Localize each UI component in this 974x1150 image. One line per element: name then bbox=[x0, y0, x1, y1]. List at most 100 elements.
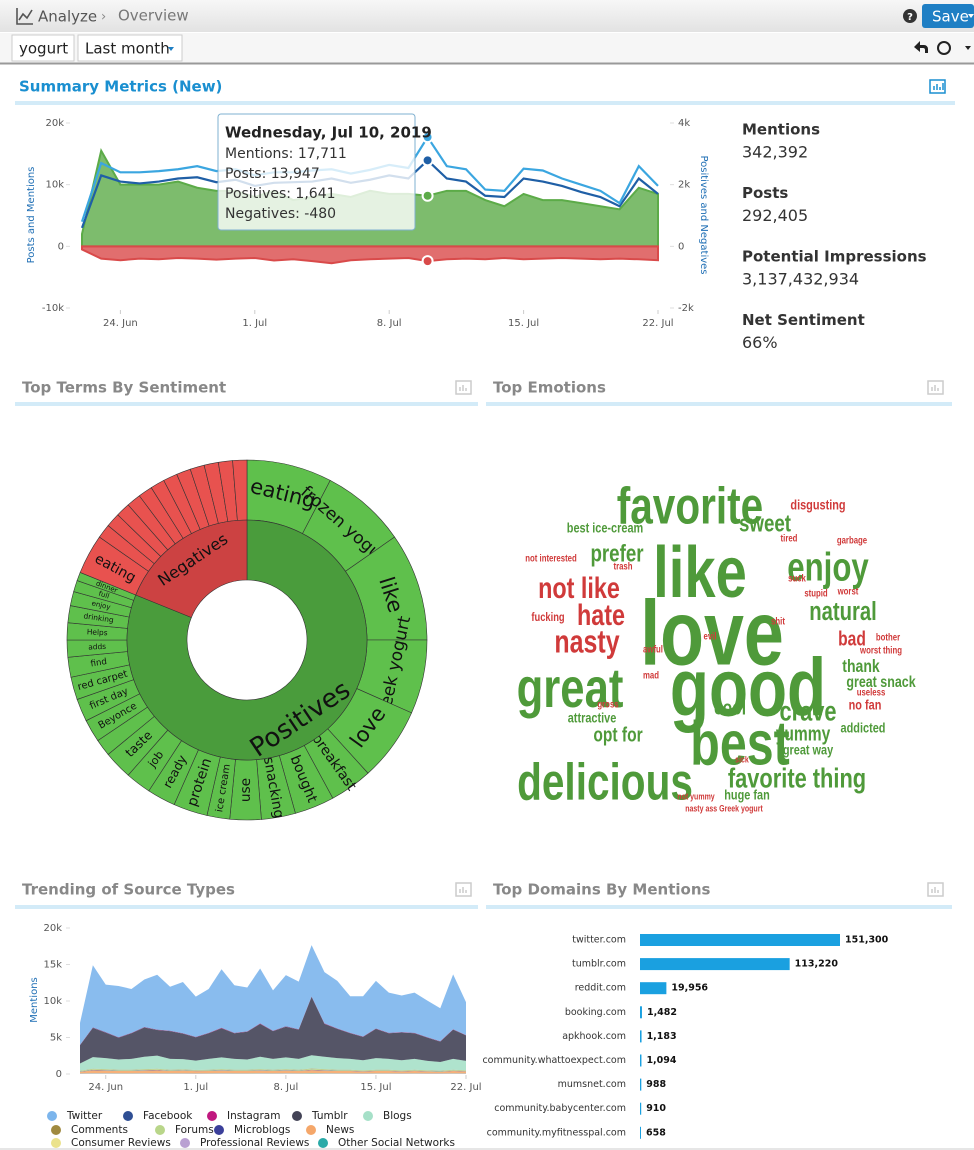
domain-label: community.myfitnesspal.com bbox=[487, 1127, 626, 1138]
y2-tick-label: -2k bbox=[678, 303, 694, 314]
y2-tick-label: 0 bbox=[678, 241, 684, 252]
analyze-icon bbox=[16, 8, 33, 25]
hover-marker bbox=[421, 255, 434, 268]
domain-label: apkhook.com bbox=[562, 1031, 626, 1042]
emotion-word: not interested bbox=[525, 553, 576, 564]
legend-label: Professional Reviews bbox=[200, 1137, 309, 1149]
legend-swatch bbox=[292, 1111, 302, 1121]
legend-label: Tumblr bbox=[311, 1110, 348, 1122]
undo-icon[interactable] bbox=[914, 41, 928, 53]
more-caret[interactable] bbox=[965, 46, 971, 50]
emotion-word: awful bbox=[643, 644, 663, 655]
x-tick-label: 8. Jul bbox=[377, 318, 402, 329]
domain-label: twitter.com bbox=[572, 935, 626, 946]
legend-label: Instagram bbox=[227, 1110, 280, 1122]
bar-value-label: 988 bbox=[646, 1079, 666, 1090]
terms-chart-icon[interactable] bbox=[455, 380, 472, 395]
help-glyph: ? bbox=[907, 12, 913, 23]
emotion-word: great bbox=[517, 657, 624, 719]
bar bbox=[640, 1102, 642, 1115]
legend-swatch bbox=[47, 1111, 57, 1121]
sources-chart-icon[interactable] bbox=[455, 882, 472, 897]
legend-swatch bbox=[306, 1125, 316, 1135]
emotion-word: best bbox=[690, 709, 789, 778]
area bbox=[81, 245, 659, 265]
x-tick-label: 24. Jun bbox=[103, 318, 138, 329]
terms-title: Top Terms By Sentiment bbox=[22, 379, 226, 397]
y-tick-label: 20k bbox=[45, 118, 64, 129]
summary-chart-icon[interactable] bbox=[929, 79, 946, 94]
y-tick-label: 10k bbox=[43, 996, 62, 1007]
legend-swatch bbox=[155, 1125, 165, 1135]
bar-value-label: 910 bbox=[646, 1103, 666, 1114]
group-segment bbox=[126, 519, 368, 761]
save-label: Save bbox=[932, 8, 969, 26]
tooltip-line: Negatives: -480 bbox=[225, 206, 336, 222]
y2-tick-label: 2k bbox=[678, 180, 690, 191]
emotion-word: favorite thing bbox=[728, 763, 866, 794]
breadcrumb-analyze[interactable]: Analyze bbox=[38, 8, 97, 26]
tooltip-line: Positives: 1,641 bbox=[225, 186, 336, 202]
legend-swatch bbox=[51, 1138, 61, 1148]
y-tick-label: 10k bbox=[45, 180, 64, 191]
domain-label: tumblr.com bbox=[572, 959, 626, 970]
emotion-word: crave bbox=[779, 696, 836, 727]
x-tick-label: 22. Jul bbox=[450, 1082, 481, 1093]
emotion-word: evil bbox=[704, 631, 717, 642]
query-box[interactable] bbox=[11, 34, 75, 62]
emotion-word: hate bbox=[577, 598, 625, 631]
domain-label: community.babycenter.com bbox=[494, 1103, 626, 1114]
bar-value-label: 1,183 bbox=[647, 1031, 677, 1042]
emotion-word: fucking bbox=[531, 611, 564, 624]
bar-value-label: 658 bbox=[646, 1127, 666, 1138]
legend-swatch bbox=[123, 1111, 133, 1121]
emotion-word: worst bbox=[837, 586, 859, 597]
hover-marker bbox=[421, 131, 434, 144]
emotions-header-bar bbox=[486, 402, 952, 406]
legend-label: Microblogs bbox=[234, 1124, 290, 1136]
y-tick-label: 15k bbox=[43, 960, 62, 971]
group-segment bbox=[135, 519, 248, 618]
emotion-word: no fan bbox=[849, 697, 882, 713]
tooltip-box bbox=[217, 113, 416, 231]
emotion-word: nasty ass Greek yogurt bbox=[685, 804, 763, 814]
sources-header-bar bbox=[15, 905, 478, 909]
help-icon[interactable] bbox=[903, 9, 917, 23]
emotion-word: enjoy bbox=[787, 545, 869, 590]
y-tick-label: 0 bbox=[58, 241, 64, 252]
domains-header-bar bbox=[486, 905, 952, 909]
tooltip-line: Posts: 13,947 bbox=[225, 166, 320, 182]
source-area bbox=[80, 945, 466, 1045]
legend-label: Consumer Reviews bbox=[71, 1137, 171, 1149]
term-label: full bbox=[98, 590, 111, 601]
top-bar bbox=[0, 0, 974, 32]
emotions-chart-icon[interactable] bbox=[927, 380, 944, 395]
emotion-word: prefer bbox=[590, 540, 644, 567]
domains-chart-icon[interactable] bbox=[927, 882, 944, 897]
date-range-dropdown[interactable] bbox=[77, 34, 183, 62]
emotion-word: cool bbox=[714, 696, 746, 718]
terms-header-bar bbox=[15, 402, 478, 406]
term-label: adds bbox=[88, 642, 106, 652]
emotion-word: not yummy bbox=[677, 792, 715, 802]
legend-swatch bbox=[180, 1138, 190, 1148]
refresh-icon[interactable] bbox=[937, 41, 951, 55]
emotion-word: natural bbox=[809, 596, 877, 625]
breadcrumb-overview: Overview bbox=[118, 7, 189, 25]
save-caret bbox=[968, 14, 974, 18]
metric-label: Posts bbox=[742, 184, 788, 202]
emotion-word: attractive bbox=[568, 710, 617, 726]
source-area bbox=[80, 1073, 466, 1074]
source-area bbox=[80, 996, 466, 1064]
save-button[interactable] bbox=[922, 4, 974, 28]
term-label: find bbox=[90, 657, 108, 669]
bar bbox=[640, 1126, 641, 1139]
bar bbox=[640, 1006, 642, 1019]
emotion-word: opt for bbox=[593, 723, 642, 745]
y2-axis-label: Positives and Negatives bbox=[698, 155, 709, 274]
x-tick-label: 15. Jul bbox=[360, 1082, 391, 1093]
emotion-word: disgusting bbox=[790, 497, 845, 513]
term-label: drinking bbox=[83, 611, 115, 624]
x-tick-label: 1. Jul bbox=[242, 318, 267, 329]
